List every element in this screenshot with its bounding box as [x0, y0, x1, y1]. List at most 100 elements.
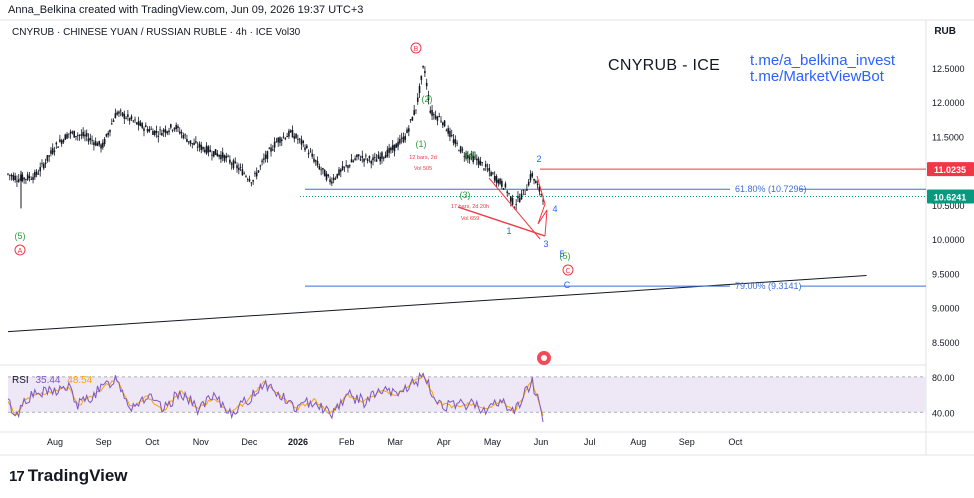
candle-body	[497, 179, 500, 184]
candle-body	[393, 144, 396, 152]
candle-body	[25, 179, 27, 180]
candle-body	[356, 154, 358, 158]
candle-body	[175, 124, 177, 130]
candle-body	[225, 156, 228, 159]
rsi-ma-line	[7, 374, 544, 416]
candle-body	[524, 193, 526, 195]
wave-label-blue: 4	[552, 204, 557, 214]
candle-body	[486, 168, 489, 170]
y-tick-label: 9.0000	[932, 304, 960, 314]
candle-body	[291, 129, 294, 138]
wave-label-blue: 5	[559, 249, 564, 259]
candle-body	[182, 134, 185, 139]
candle-body	[168, 130, 170, 133]
candle-body	[32, 176, 34, 180]
candle-body	[102, 142, 104, 148]
candle-body	[370, 160, 373, 164]
x-tick-label: May	[484, 437, 502, 447]
candle-body	[218, 154, 220, 157]
candle-body	[492, 172, 494, 174]
candle-body	[159, 129, 161, 131]
candle-body	[44, 162, 47, 164]
candle-body	[112, 120, 115, 122]
candle-body	[123, 113, 126, 119]
candle-body	[214, 149, 217, 155]
candle-body	[357, 154, 360, 157]
candle-body	[216, 153, 219, 157]
candle-body	[341, 166, 344, 171]
candle-body	[477, 158, 480, 165]
candle-body	[493, 176, 496, 181]
candle-body	[397, 141, 399, 147]
candle-body	[109, 129, 111, 133]
candle-body	[347, 165, 349, 168]
y-tick-label: 11.5000	[932, 132, 964, 142]
bars-annotation: 12 bars, 2d	[409, 155, 437, 161]
candle-body	[289, 130, 292, 133]
candle-body	[257, 170, 260, 173]
candle-body	[87, 138, 90, 142]
candle-body	[409, 119, 412, 121]
candle-body	[272, 149, 274, 151]
candle-body	[450, 135, 453, 137]
candle-body	[130, 116, 133, 120]
candle-body	[322, 168, 324, 170]
candle-body	[388, 147, 390, 153]
candle-body	[420, 75, 423, 80]
candle-body	[327, 174, 330, 177]
candle-body	[280, 139, 283, 142]
candle-body	[212, 151, 215, 157]
candle-body	[520, 193, 523, 200]
wave-label-green: (3)	[460, 190, 471, 200]
candle-body	[443, 120, 446, 127]
candle-body	[10, 174, 13, 177]
candle-body	[459, 146, 462, 153]
candle-body	[153, 130, 156, 135]
wave-label-blue: 3	[543, 239, 548, 249]
candle-body	[501, 180, 503, 187]
candle-body	[533, 178, 535, 181]
candle-body	[318, 166, 321, 170]
volume-annotation: Vol 659	[461, 216, 479, 222]
telegram-link-2[interactable]: t.me/MarketViewBot	[750, 68, 884, 85]
candle-body	[438, 116, 441, 117]
candle-body	[259, 165, 262, 167]
candle-body	[164, 129, 167, 133]
y-tick-label: 12.0000	[932, 98, 965, 108]
candle-body	[470, 153, 473, 157]
candle-body	[250, 182, 253, 184]
x-tick-label: Dec	[241, 437, 258, 447]
candle-body	[535, 181, 537, 184]
x-tick-label: Apr	[437, 437, 451, 447]
candle-body	[467, 154, 469, 158]
rsi-legend[interactable]: RSI 35.44 48.54	[12, 375, 92, 386]
candle-body	[263, 158, 265, 160]
wave-label-blue: 2	[536, 154, 541, 164]
candle-body	[431, 109, 433, 116]
candle-body	[425, 82, 428, 87]
candle-body	[107, 132, 110, 135]
candle-body	[399, 139, 401, 144]
candle-body	[436, 116, 439, 121]
candle-body	[134, 119, 136, 121]
candle-body	[103, 138, 106, 145]
candle-body	[313, 158, 315, 162]
currency-label[interactable]: RUB	[934, 26, 956, 37]
candle-body	[136, 122, 138, 125]
tradingview-brand[interactable]: 17 TradingView	[9, 466, 128, 486]
candle-body	[82, 132, 84, 137]
candle-body	[372, 157, 374, 161]
candle-body	[177, 126, 179, 128]
candle-body	[424, 71, 426, 74]
symbol-line[interactable]: CNYRUB · CHINESE YUAN / RUSSIAN RUBLE · …	[12, 27, 301, 38]
price-tag-label: 11.0235	[934, 165, 966, 175]
telegram-link-1[interactable]: t.me/a_belkina_invest	[750, 52, 896, 69]
fib-level-label: 61.80% (10.7296)	[735, 184, 807, 194]
candle-body	[404, 136, 407, 140]
candle-body	[490, 172, 492, 176]
candle-body	[241, 169, 244, 176]
candle-body	[479, 160, 482, 166]
y-tick-label: 9.5000	[932, 269, 960, 279]
candle-body	[50, 150, 52, 154]
